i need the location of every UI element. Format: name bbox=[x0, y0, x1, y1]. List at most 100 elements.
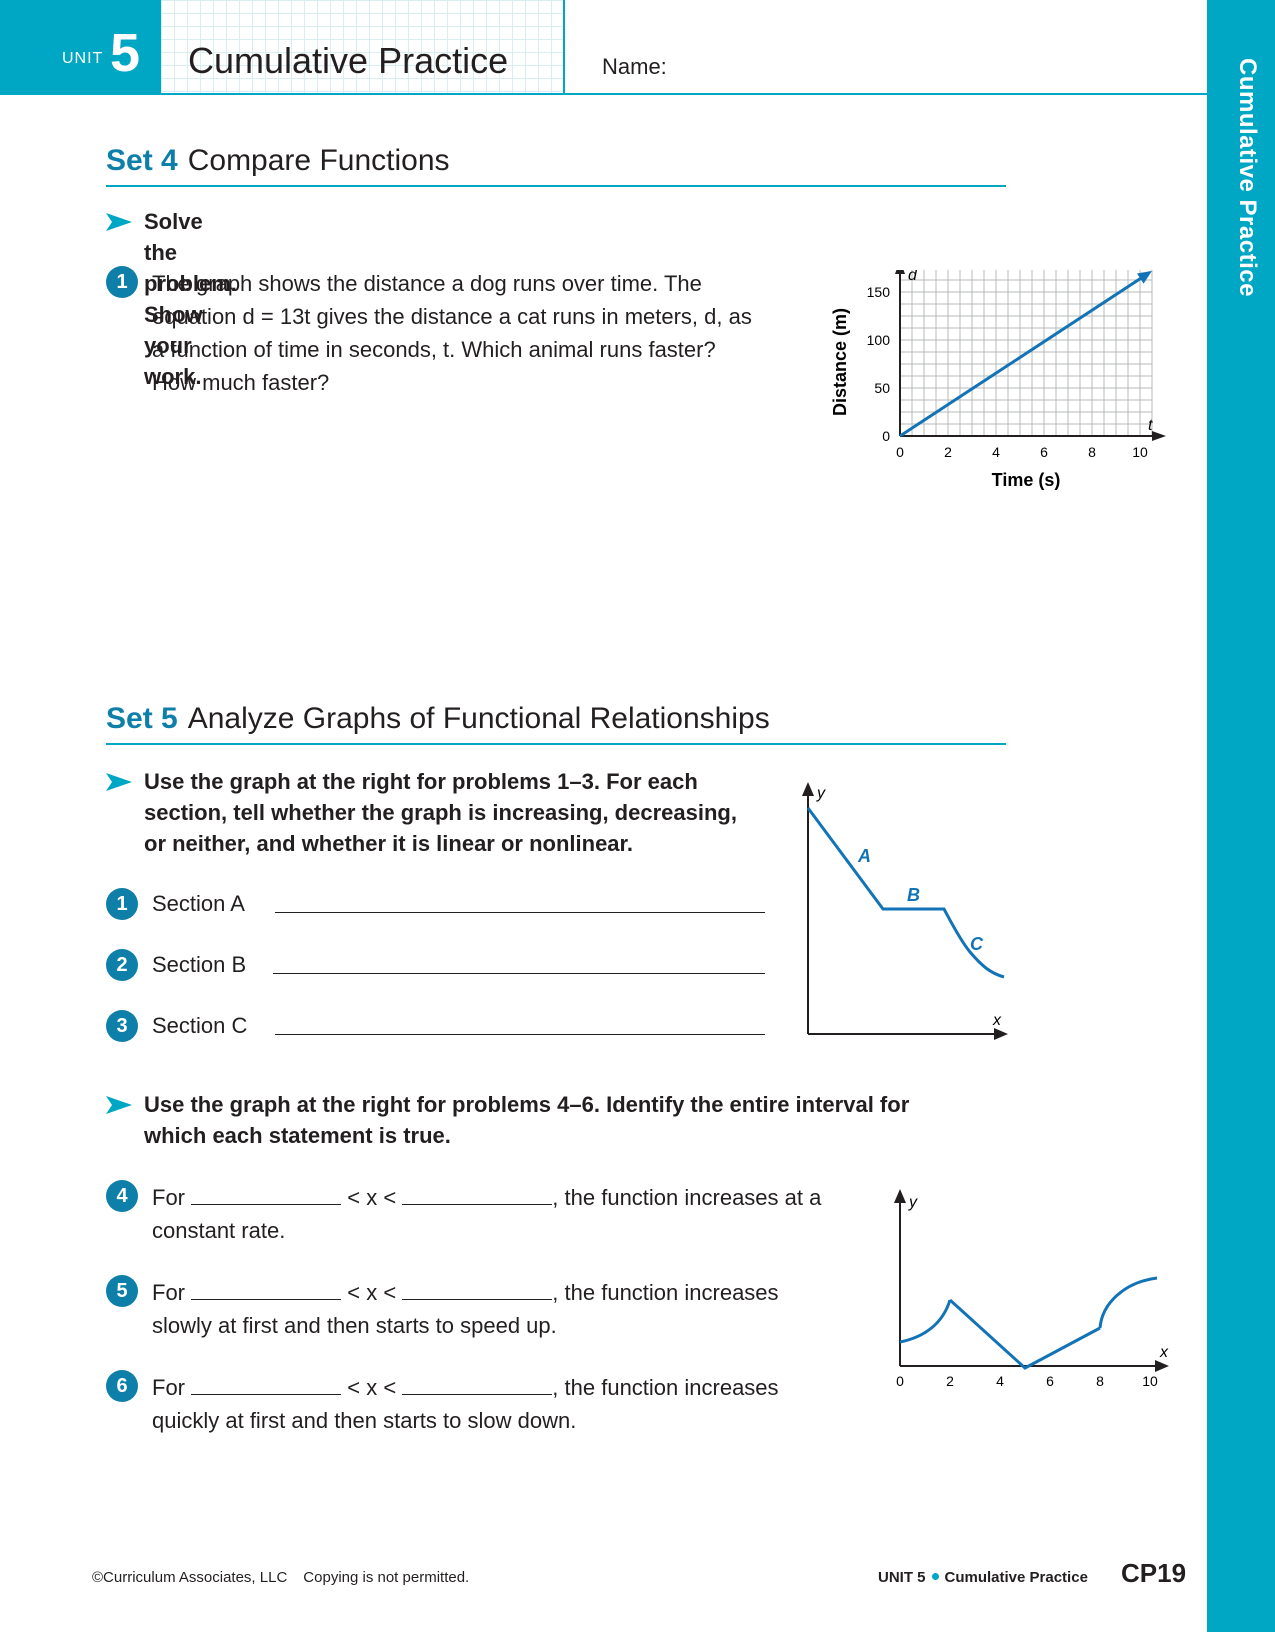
x-tick-label: 10 bbox=[1132, 444, 1148, 460]
chart-series bbox=[899, 1276, 1158, 1370]
chart-tick-labels: 0 2 4 6 8 10 bbox=[896, 1373, 1158, 1389]
footer-unit-label: UNIT 5 bbox=[878, 1569, 926, 1586]
section-label: Section C bbox=[152, 1013, 248, 1038]
instruction-line: Use the graph at the right for problems … bbox=[144, 1092, 910, 1117]
arrow-icon bbox=[106, 1096, 132, 1114]
interval-line: For < x < , the function increases bbox=[152, 1371, 872, 1404]
problem-line: The graph shows the distance a dog runs … bbox=[152, 271, 702, 296]
section-b-label: B bbox=[907, 885, 920, 905]
y-variable-label: d bbox=[908, 270, 918, 284]
problem-number: 3 bbox=[106, 1010, 138, 1042]
interval-line-2: slowly at first and then starts to speed… bbox=[152, 1313, 557, 1338]
interval-line-2: quickly at first and then starts to slow… bbox=[152, 1408, 577, 1433]
section-label: Section B bbox=[152, 952, 247, 977]
sections-graph: y x A B C bbox=[802, 782, 1008, 1040]
y-tick-label: 0 bbox=[882, 428, 890, 444]
answer-line[interactable] bbox=[275, 912, 765, 913]
problem-number: 1 bbox=[106, 266, 138, 298]
page-title: Cumulative Practice bbox=[188, 40, 509, 81]
problem-number: 6 bbox=[106, 1370, 138, 1402]
y-variable-label: y bbox=[908, 1194, 918, 1211]
interval-blank-upper[interactable] bbox=[402, 1185, 553, 1205]
answer-line[interactable] bbox=[275, 1034, 765, 1035]
for-text: For bbox=[152, 1375, 185, 1400]
problem-number: 1 bbox=[106, 888, 138, 920]
x-tick-label: 0 bbox=[896, 444, 904, 460]
instruction-line: or neither, and whether it is linear or … bbox=[144, 831, 633, 856]
problem-line: a function of time in seconds, t. Which … bbox=[152, 337, 716, 362]
x-tick-label: 10 bbox=[1142, 1373, 1158, 1389]
for-text: For bbox=[152, 1185, 185, 1210]
inequality-text: < x < bbox=[347, 1185, 397, 1210]
interval-problem: For < x < , the function increases quick… bbox=[152, 1371, 872, 1437]
interval-blank-upper[interactable] bbox=[402, 1280, 553, 1300]
y-variable-label: y bbox=[816, 785, 826, 802]
instruction-text: Use the graph at the right for problems … bbox=[144, 766, 737, 859]
instruction-text: Solve the problem. Show your work. bbox=[144, 209, 237, 389]
header-rule bbox=[0, 93, 1207, 95]
y-tick-label: 50 bbox=[874, 380, 890, 396]
statement-text: , the function increases at a bbox=[552, 1185, 822, 1210]
arrow-icon bbox=[106, 213, 132, 231]
inequality-text: < x < bbox=[347, 1280, 397, 1305]
arrow-icon bbox=[106, 773, 132, 791]
interval-blank-lower[interactable] bbox=[191, 1375, 342, 1395]
bullet-icon bbox=[931, 1573, 939, 1580]
piecewise-graph: y x 0 2 4 6 8 10 bbox=[894, 1189, 1169, 1389]
y-tick-label: 150 bbox=[867, 284, 891, 300]
side-tab-label: Cumulative Practice bbox=[1234, 58, 1261, 297]
footer-unit: UNIT 5 Cumulative Practice bbox=[878, 1569, 1088, 1586]
x-axis-title: Time (s) bbox=[992, 470, 1061, 490]
unit-badge: UNIT 5 bbox=[0, 0, 161, 94]
interval-line: For < x < , the function increases at a bbox=[152, 1181, 872, 1214]
series-line bbox=[899, 273, 1147, 438]
problem-number: 5 bbox=[106, 1275, 138, 1307]
problem-number: 4 bbox=[106, 1180, 138, 1212]
problem-line: equation d = 13t gives the distance a ca… bbox=[152, 304, 752, 329]
x-tick-label: 4 bbox=[996, 1373, 1004, 1389]
section-label: Section A bbox=[152, 891, 245, 916]
section-c-label: C bbox=[970, 934, 984, 954]
chart-axes bbox=[895, 270, 1166, 441]
set5-label: Set 5 bbox=[106, 702, 178, 735]
chart-axes bbox=[894, 1189, 1169, 1372]
answer-line[interactable] bbox=[273, 973, 765, 974]
header-grid-decoration bbox=[161, 0, 565, 94]
set4-label: Set 4 bbox=[106, 144, 178, 177]
set4-title: Compare Functions bbox=[187, 144, 450, 177]
footer-copyright: ©Curriculum Associates, LLC Copying is no… bbox=[92, 1569, 485, 1586]
instruction-line: section, tell whether the graph is incre… bbox=[144, 800, 737, 825]
x-tick-label: 8 bbox=[1096, 1373, 1104, 1389]
x-variable-label: t bbox=[1148, 417, 1153, 434]
problem-line: How much faster? bbox=[152, 370, 330, 395]
instruction-text: Use the graph at the right for problems … bbox=[144, 1089, 909, 1151]
chart-series bbox=[806, 807, 1005, 979]
statement-text: , the function increases bbox=[552, 1375, 779, 1400]
x-tick-label: 6 bbox=[1040, 444, 1048, 460]
interval-blank-lower[interactable] bbox=[191, 1185, 342, 1205]
set4-problem-text: The graph shows the distance a dog runs … bbox=[152, 267, 752, 399]
x-tick-label: 0 bbox=[896, 1373, 904, 1389]
x-tick-label: 6 bbox=[1046, 1373, 1054, 1389]
copyright-text: ©Curriculum Associates, LLC bbox=[92, 1569, 288, 1586]
x-axis-arrow bbox=[1152, 431, 1166, 441]
for-text: For bbox=[152, 1280, 185, 1305]
y-axis-title: Distance (m) bbox=[830, 308, 850, 416]
problem-number: 2 bbox=[106, 949, 138, 981]
y-tick-label: 100 bbox=[867, 332, 891, 348]
copy-notice: Copying is not permitted. bbox=[303, 1569, 470, 1586]
x-tick-label: 2 bbox=[944, 444, 952, 460]
x-tick-label: 2 bbox=[946, 1373, 954, 1389]
section-a-label: A bbox=[857, 846, 871, 866]
interval-blank-upper[interactable] bbox=[402, 1375, 553, 1395]
instruction-line: Use the graph at the right for problems … bbox=[144, 769, 698, 794]
chart-axes bbox=[802, 782, 1008, 1040]
chart-grid bbox=[900, 270, 1153, 436]
unit-number: 5 bbox=[110, 23, 141, 83]
interval-blank-lower[interactable] bbox=[191, 1280, 342, 1300]
page-number: CP19 bbox=[1121, 1558, 1187, 1588]
instruction-line: which each statement is true. bbox=[144, 1123, 451, 1148]
x-tick-label: 4 bbox=[992, 444, 1000, 460]
